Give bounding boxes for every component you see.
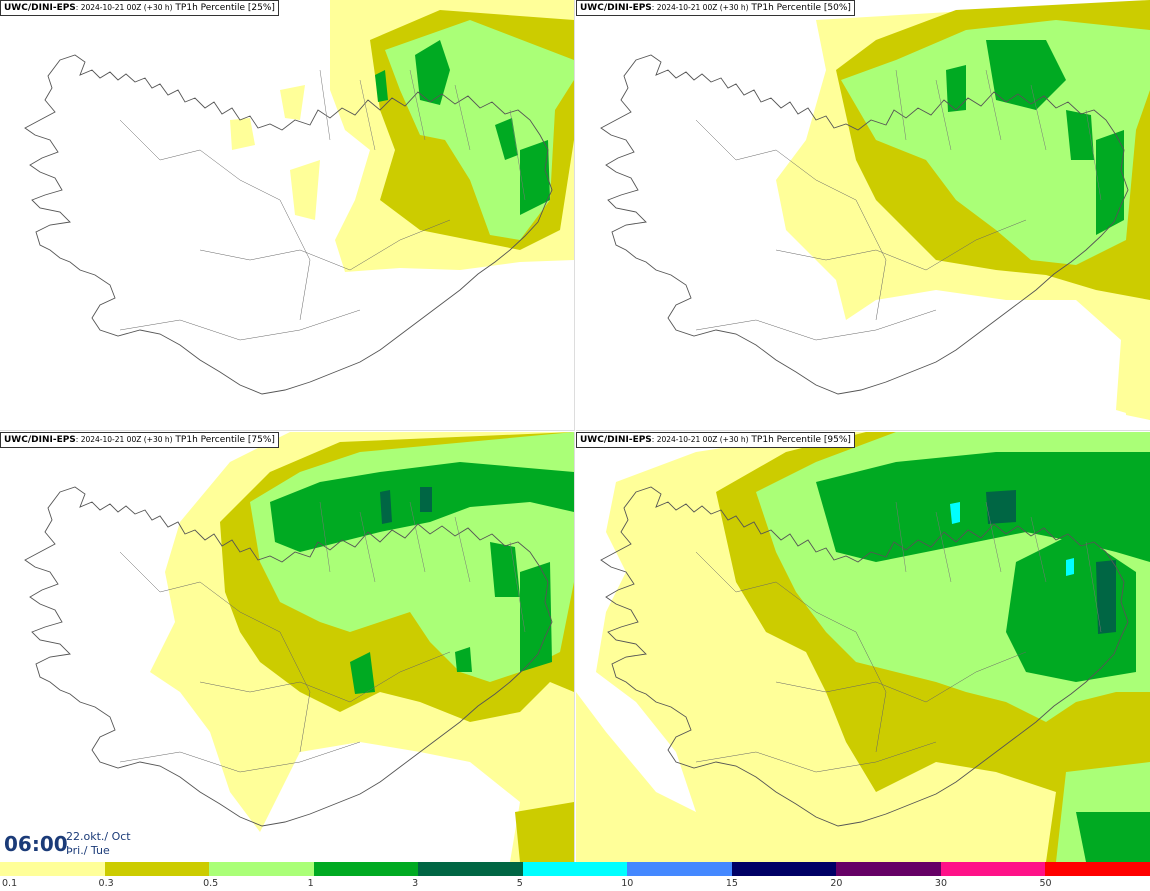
panel-title: UWC/DINI-EPS: 2024-10-21 00Z (+30 h) TP1… — [0, 0, 279, 16]
valid-date-line2: Þri./ Tue — [66, 844, 110, 857]
colorbar-tick-label: 20 — [830, 878, 843, 889]
precip-area-3 — [380, 487, 432, 524]
colorbar-tick-label: 1 — [307, 878, 314, 889]
colorbar-segment — [940, 862, 1046, 876]
colorbar-segment — [313, 862, 419, 876]
precip-map-p25 — [24, 0, 574, 395]
colorbar-segment — [104, 862, 210, 876]
precip-area-05 — [841, 20, 1150, 265]
panel-title: UWC/DINI-EPS: 2024-10-21 00Z (+30 h) TP1… — [0, 432, 279, 448]
colorbar-segment — [731, 862, 837, 876]
valid-time: 06:00 — [4, 832, 68, 856]
colorbar-segment — [0, 862, 106, 876]
precip-map-p95 — [576, 432, 1150, 862]
colorbar-segment — [1045, 862, 1150, 876]
precip-area-1 — [415, 40, 450, 105]
colorbar-tick-label: 10 — [621, 878, 634, 889]
precip-map-p50 — [600, 0, 1150, 420]
map-panel-p50: UWC/DINI-EPS: 2024-10-21 00Z (+30 h) TP1… — [576, 0, 1150, 431]
precip-colorbar: 0.1 0.3 0.5 1 3 5 10 15 20 30 50 — [0, 862, 1150, 891]
colorbar-segment — [418, 862, 524, 876]
colorbar-segment — [209, 862, 315, 876]
precip-area-1b — [1066, 110, 1124, 235]
precip-area-1c — [946, 65, 966, 112]
colorbar-tick-label: 5 — [516, 878, 523, 889]
precip-area-3 — [986, 490, 1116, 634]
colorbar-tick-label: 50 — [1039, 878, 1052, 889]
precip-area-1b — [495, 118, 550, 215]
colorbar-tick-label: 3 — [412, 878, 419, 889]
map-panel-p75: UWC/DINI-EPS: 2024-10-21 00Z (+30 h) TP1… — [0, 432, 575, 863]
valid-date-line1: 22.okt./ Oct — [66, 830, 131, 843]
precip-area-1 — [986, 40, 1066, 110]
colorbar-segment — [627, 862, 733, 876]
colorbar-tick-label: 0.1 — [2, 878, 18, 889]
valid-date: 22.okt./ Oct Þri./ Tue — [66, 830, 131, 858]
valid-time-box: 06:00 22.okt./ Oct Þri./ Tue — [0, 826, 140, 861]
colorbar-tick-label: 0.5 — [203, 878, 219, 889]
colorbar-tick-label: 0.3 — [98, 878, 114, 889]
map-panel-p25: UWC/DINI-EPS: 2024-10-21 00Z (+30 h) TP1… — [0, 0, 575, 431]
precip-map-p75 — [24, 432, 574, 862]
colorbar-tick-label: 30 — [934, 878, 947, 889]
precip-area-1c — [375, 70, 388, 102]
colorbar-tick-label: 15 — [725, 878, 738, 889]
colorbar-segment — [836, 862, 942, 876]
map-panel-p95: UWC/DINI-EPS: 2024-10-21 00Z (+30 h) TP1… — [576, 432, 1150, 863]
panel-title: UWC/DINI-EPS: 2024-10-21 00Z (+30 h) TP1… — [576, 432, 855, 448]
panel-title: UWC/DINI-EPS: 2024-10-21 00Z (+30 h) TP1… — [576, 0, 855, 16]
colorbar-segment — [522, 862, 628, 876]
